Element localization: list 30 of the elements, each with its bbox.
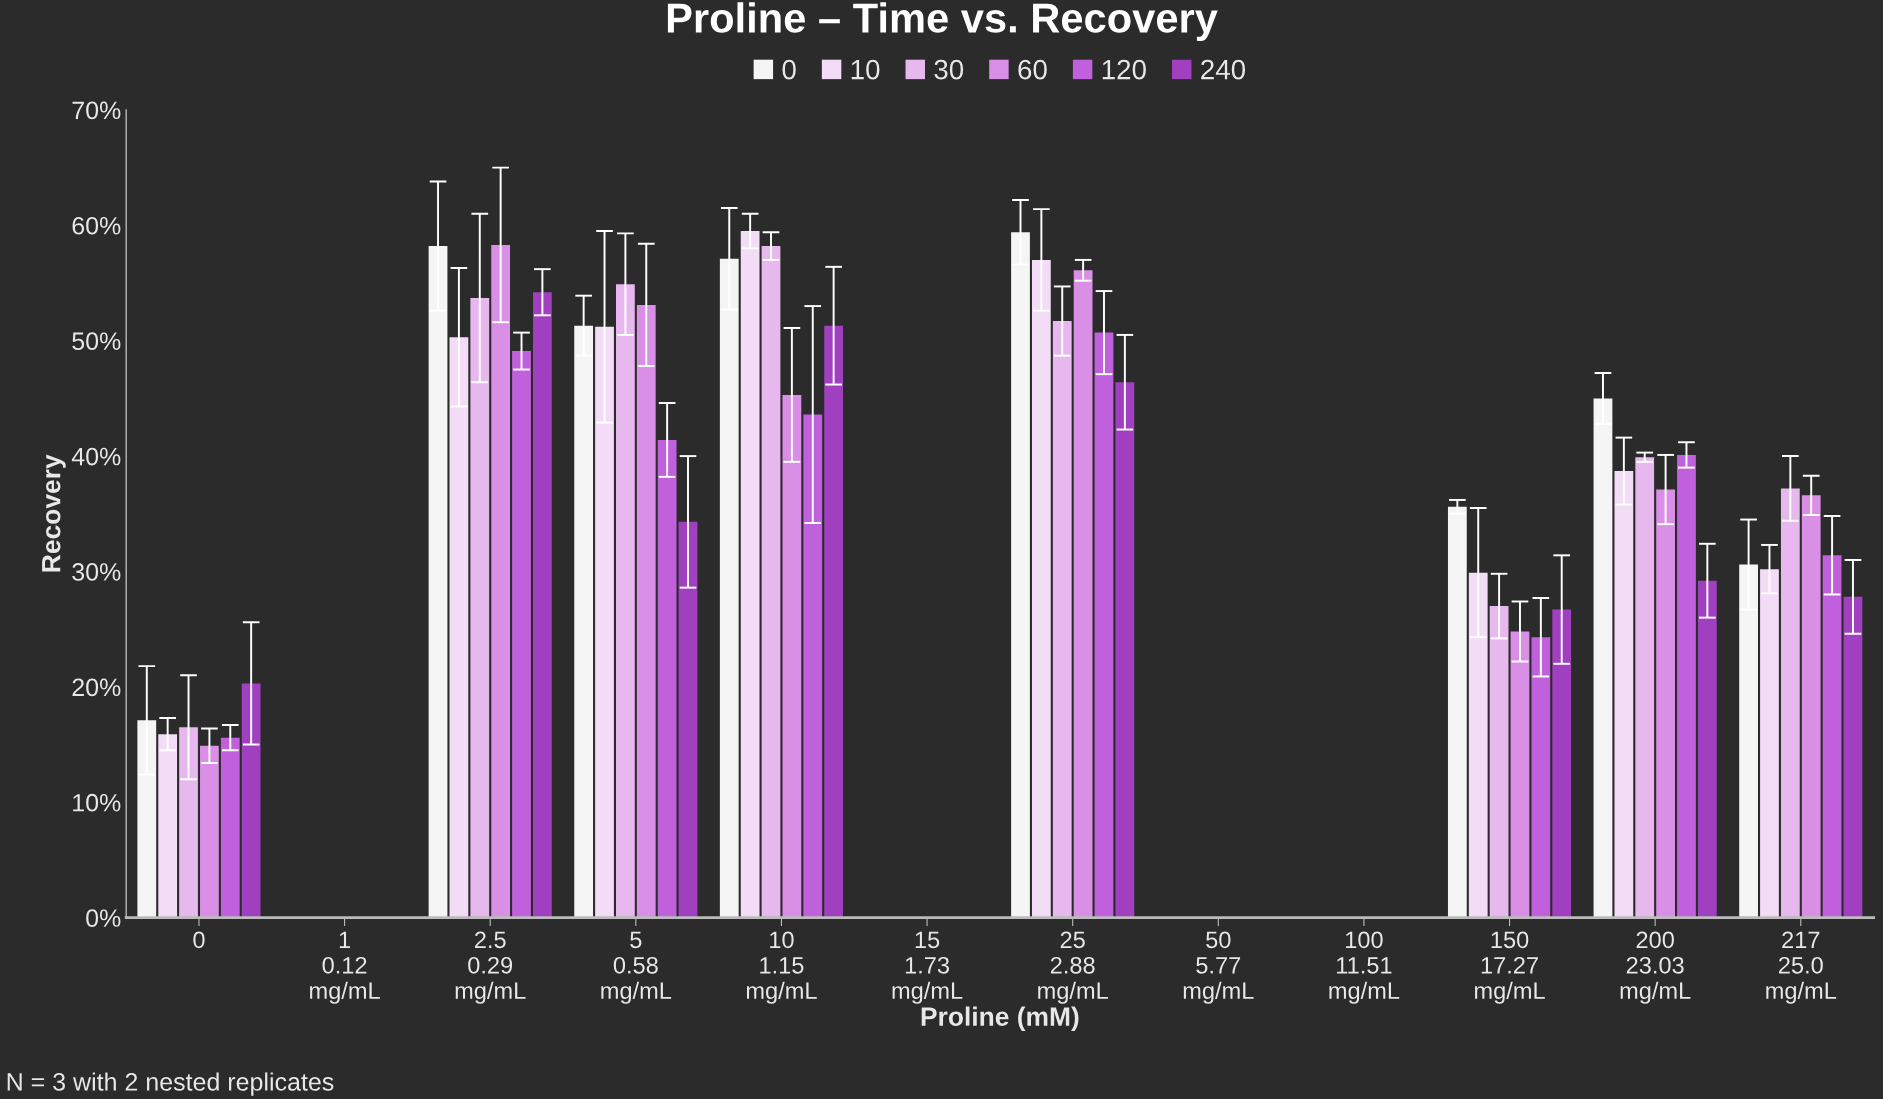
x-tick-label: 50 5.77 mg/mL [1183,931,1254,1004]
y-tick-label: 0% [86,909,121,927]
x-tick-label: 150 17.27 mg/mL [1475,931,1545,1004]
text: N = 3 with 2 nested replicates [7,1072,334,1096]
y-axis-title: Recovery [42,454,66,572]
y-tick-label: 10% [73,793,121,812]
x-tick-label: 0 [193,931,205,949]
legend-label: 240 [1201,59,1246,80]
y-tick-label: 60% [72,216,121,235]
x-tick-label: 5 0.58 mg/mL [601,931,672,1004]
legend-label: 0 [782,59,796,80]
x-tick-label: 1 0.12 mg/mL [310,931,380,1004]
y-tick-label: 50% [72,332,121,350]
x-tick-label: 200 23.03 mg/mL [1620,931,1691,1004]
legend-label: 60 [1018,59,1047,80]
x-tick-label: 100 11.51 mg/mL [1329,931,1400,1004]
y-tick-label: 30% [72,563,121,581]
legend-label: 120 [1102,59,1146,80]
x-tick-label: 15 1.73 mg/mL [892,931,963,1004]
x-tick-label: 2.5 0.29 mg/mL [455,931,526,1004]
x-tick-label: 217 25.0 mg/mL [1766,931,1837,1004]
y-tick-label: 70% [72,101,121,120]
x-tick-label: 10 1.15 mg/mL [746,931,817,1004]
x-tick-label: 25 2.88 mg/mL [1038,931,1108,1004]
legend-label: 30 [934,59,964,80]
chart-title: Proline – Time vs. Recovery [667,2,1218,42]
legend-label: 10 [851,59,880,80]
y-tick-label: 20% [72,678,121,697]
y-tick-label: 40% [71,447,121,466]
x-axis-title: Proline (mM) [921,1006,1079,1032]
